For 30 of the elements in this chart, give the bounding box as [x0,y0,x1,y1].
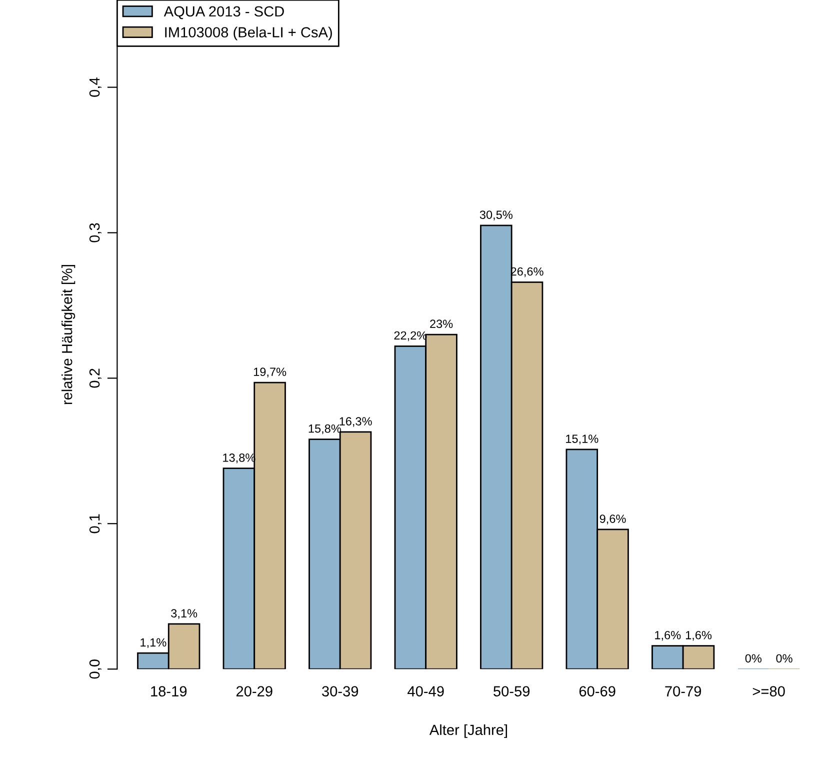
y-axis-title: relative Häufigkeit [%] [62,265,76,404]
data-label: 23% [430,320,453,328]
y-tick-label: 0,3 [89,223,102,242]
y-tick-label: 0,1 [89,514,102,534]
data-label: 0% [745,654,762,663]
x-tick-label: 40-49 [408,686,444,696]
x-tick-label: 70-79 [665,686,702,696]
x-tick-label: 30-39 [322,686,358,696]
data-label: 9,6% [600,514,626,524]
x-tick-label: 20-29 [236,686,272,696]
data-label: 1,6% [686,630,712,641]
y-tick-label: 0,4 [89,78,102,97]
legend-label: IM103008 (Bela-LI + CsA) [165,26,332,40]
data-label: 15,8% [308,424,341,434]
x-tick-label: 50-59 [494,686,530,696]
data-label: 30,5% [480,210,512,220]
data-label: 16,3% [340,417,372,427]
data-label: 15,1% [566,434,598,444]
data-label: 1,6% [655,630,681,641]
y-tick-label: 0,2 [89,368,102,388]
legend-label: AQUA 2013 - SCD [164,6,284,20]
x-axis-title: Alter [Jahre] [429,724,507,738]
x-tick-label: 18-19 [151,686,187,696]
x-tick-label: 60-69 [579,686,616,696]
data-label: 3,1% [171,609,198,619]
y-tick-label: 0,0 [89,660,102,679]
data-label: 0% [776,654,792,663]
data-label: 1,1% [140,638,166,648]
data-label: 19,7% [254,368,286,378]
x-tick-label: >=80 [752,686,785,696]
